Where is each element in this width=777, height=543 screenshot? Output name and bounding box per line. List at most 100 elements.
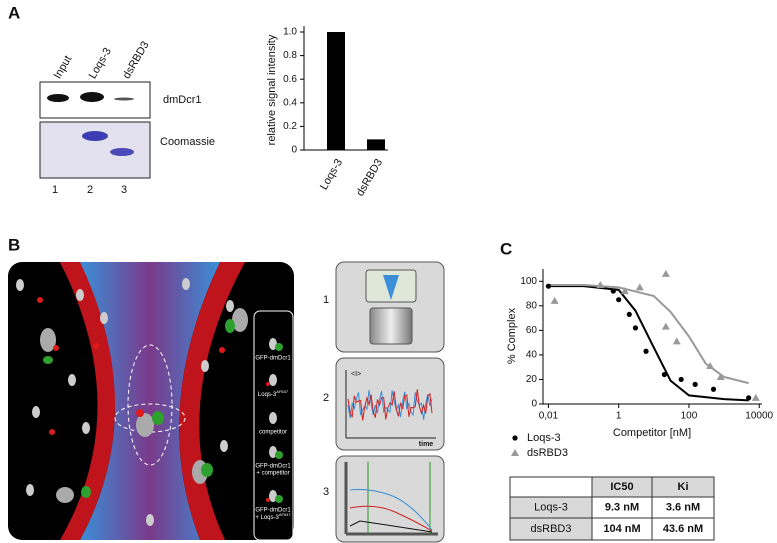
- focal-volume: [114, 403, 186, 433]
- legend-icon: [266, 382, 270, 386]
- point: [626, 311, 632, 318]
- table-cell-text: 104 nM: [603, 523, 640, 535]
- legend-marker: [511, 449, 519, 456]
- row-label: dmDcr1: [163, 94, 202, 106]
- legend-icon: [266, 498, 270, 502]
- point: [596, 280, 605, 288]
- trace: [349, 505, 433, 532]
- y-tick-label: 0.6: [283, 74, 297, 85]
- point: [661, 371, 668, 378]
- beam: [383, 275, 399, 300]
- panel-label: A: [8, 3, 20, 22]
- point: [746, 395, 752, 401]
- point: [616, 297, 622, 303]
- point: [550, 296, 559, 304]
- x-axis-label: Competitor [nM]: [613, 427, 691, 439]
- fit-curve: [548, 285, 749, 402]
- point: [620, 287, 629, 295]
- point: [632, 325, 639, 331]
- lane-label: Loqs-3: [87, 46, 114, 81]
- y-tick-label: 0.8: [283, 50, 297, 61]
- x-tick-label: 10000: [745, 411, 773, 422]
- bar: [367, 139, 385, 150]
- legend-label: GFP-dmDcr1: [255, 464, 291, 470]
- laser-edge: [60, 262, 115, 540]
- row-label: Coomassie: [160, 136, 215, 148]
- table-cell-text: 3.6 nM: [666, 501, 700, 513]
- lane-label: dsRBD3: [121, 39, 152, 80]
- point: [678, 376, 684, 383]
- table-cell-text: dsRBD3: [531, 523, 572, 535]
- legend-icon: [269, 412, 277, 424]
- x-tick-label: 0,01: [539, 411, 559, 422]
- beam: [80, 262, 220, 540]
- legend-text: + Loqs-3: [255, 515, 279, 521]
- point: [706, 361, 715, 369]
- objective: [369, 307, 413, 345]
- table-cell-text: 9.3 nM: [605, 501, 639, 513]
- y-tick-label: 20: [526, 374, 538, 385]
- legend-label: GFP-dmDcr1: [255, 508, 291, 514]
- table-header: Ki: [678, 481, 689, 493]
- point: [710, 386, 717, 392]
- legend-sup: AF647: [276, 389, 289, 394]
- table-cell: [509, 476, 593, 498]
- trace: [347, 389, 433, 421]
- y-tick-label: 0: [531, 399, 537, 410]
- step-panel: [335, 261, 445, 353]
- point: [672, 337, 681, 345]
- focal-volume: [127, 344, 173, 466]
- point: [610, 288, 616, 294]
- band: [82, 131, 108, 141]
- y-tick-label: 0.4: [283, 97, 297, 108]
- coomassie-box: [39, 121, 151, 179]
- step-number: 1: [323, 294, 329, 306]
- x-tick-label: 1: [616, 411, 622, 422]
- traces: [347, 389, 433, 533]
- legend-icon: [275, 495, 283, 503]
- point: [661, 322, 670, 330]
- legend-label: Loqs-3: [527, 432, 561, 444]
- point: [545, 283, 552, 289]
- legend-sup: AF647: [279, 512, 292, 517]
- legend-label: + competitor: [256, 471, 289, 477]
- table-cell: [651, 517, 715, 541]
- point: [751, 393, 760, 401]
- point: [692, 381, 698, 387]
- legend-label: GFP-dmDcr1: [255, 356, 291, 362]
- point: [661, 269, 670, 277]
- complexes: [40, 308, 248, 503]
- bar: [327, 32, 345, 150]
- band: [80, 92, 104, 102]
- table-cell-text: Loqs-3: [534, 501, 568, 513]
- band: [114, 97, 134, 101]
- y-tick-label: 60: [526, 325, 538, 336]
- point: [635, 283, 644, 291]
- legend-label: Loqs-3AF647: [258, 389, 289, 398]
- legend-icon: [275, 343, 283, 351]
- trace: [349, 520, 433, 533]
- band: [110, 148, 134, 156]
- legend-icon: [269, 374, 277, 386]
- legend-label: + Loqs-3AF647: [255, 512, 291, 521]
- fit-curve: [548, 283, 749, 385]
- axis-label: <I>: [351, 371, 361, 378]
- dyes: [37, 297, 225, 435]
- step-panel: [335, 455, 445, 543]
- x-tick-label: dsRBD3: [354, 157, 385, 198]
- table: IC50 Ki Loqs-3 9.3 nM 3.6 nM dsRBD3 104 nM 43.6…: [509, 476, 715, 541]
- legend-label: dsRBD3: [527, 447, 568, 459]
- lane-label: Input: [52, 54, 75, 81]
- y-tick-label: 0: [291, 145, 297, 156]
- lane-number: 2: [87, 184, 93, 196]
- lane-number: 1: [52, 184, 58, 196]
- x-tick-label: 100: [681, 411, 698, 422]
- point: [716, 373, 725, 380]
- y-axis-label: % Complex: [506, 307, 518, 364]
- table-header: IC50: [610, 481, 633, 493]
- legend-label: competitor: [259, 430, 287, 436]
- trace: [349, 489, 433, 531]
- point: [643, 348, 649, 354]
- y-tick-label: 40: [526, 350, 538, 361]
